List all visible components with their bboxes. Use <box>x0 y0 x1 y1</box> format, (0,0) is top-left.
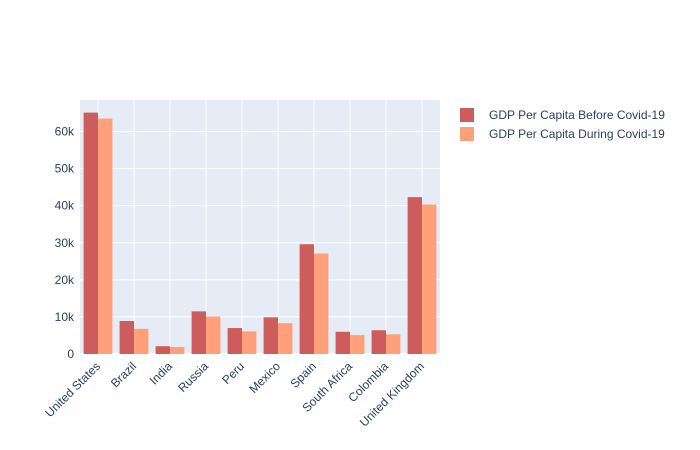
legend[interactable]: GDP Per Capita Before Covid-19 GDP Per Ca… <box>460 108 665 141</box>
bar-before-covid[interactable] <box>335 331 350 354</box>
legend-swatch <box>460 127 474 141</box>
bar-during-covid[interactable] <box>170 346 185 354</box>
legend-item[interactable]: GDP Per Capita During Covid-19 <box>460 127 665 141</box>
x-tick-label: United Kingdom <box>357 359 427 429</box>
y-tick-label: 10k <box>55 310 75 324</box>
legend-label: GDP Per Capita Before Covid-19 <box>489 108 665 122</box>
bar-during-covid[interactable] <box>350 335 365 354</box>
bar-before-covid[interactable] <box>227 328 242 354</box>
y-axis-ticks: 0 10k 20k 30k 40k 50k 60k <box>55 125 75 361</box>
bar-during-covid[interactable] <box>98 118 113 354</box>
x-axis-ticks: United States Brazil India Russia Peru Mexico… <box>42 359 427 430</box>
bar-before-covid[interactable] <box>191 311 206 354</box>
legend-label: GDP Per Capita During Covid-19 <box>489 127 665 141</box>
y-tick-label: 50k <box>55 162 75 176</box>
bar-before-covid[interactable] <box>263 317 278 354</box>
y-tick-label: 60k <box>55 125 75 139</box>
bar-before-covid[interactable] <box>407 197 422 354</box>
y-tick-label: 20k <box>55 273 75 287</box>
bar-during-covid[interactable] <box>206 316 221 354</box>
y-tick-label: 40k <box>55 199 75 213</box>
y-tick-label: 30k <box>55 236 75 250</box>
x-tick-label: Spain <box>287 359 319 391</box>
x-tick-label: United States <box>42 359 103 420</box>
x-tick-label: Brazil <box>108 359 139 390</box>
bar-before-covid[interactable] <box>371 330 386 354</box>
x-tick-label: Russia <box>175 359 211 395</box>
bar-before-covid[interactable] <box>299 244 314 354</box>
bar-before-covid[interactable] <box>155 346 170 354</box>
x-tick-label: Mexico <box>246 359 283 396</box>
legend-swatch <box>460 108 474 122</box>
bar-during-covid[interactable] <box>242 331 257 354</box>
bars <box>83 112 437 354</box>
bar-during-covid[interactable] <box>278 323 293 354</box>
legend-item[interactable]: GDP Per Capita Before Covid-19 <box>460 108 665 122</box>
y-tick-label: 0 <box>67 347 74 361</box>
x-tick-label: India <box>147 359 176 388</box>
bar-before-covid[interactable] <box>83 112 98 354</box>
bar-during-covid[interactable] <box>134 328 149 354</box>
x-tick-label: Peru <box>219 359 247 387</box>
bar-during-covid[interactable] <box>314 253 329 354</box>
bar-during-covid[interactable] <box>386 334 401 354</box>
bar-during-covid[interactable] <box>422 204 437 354</box>
bar-before-covid[interactable] <box>119 320 134 354</box>
plot-background <box>80 100 440 354</box>
